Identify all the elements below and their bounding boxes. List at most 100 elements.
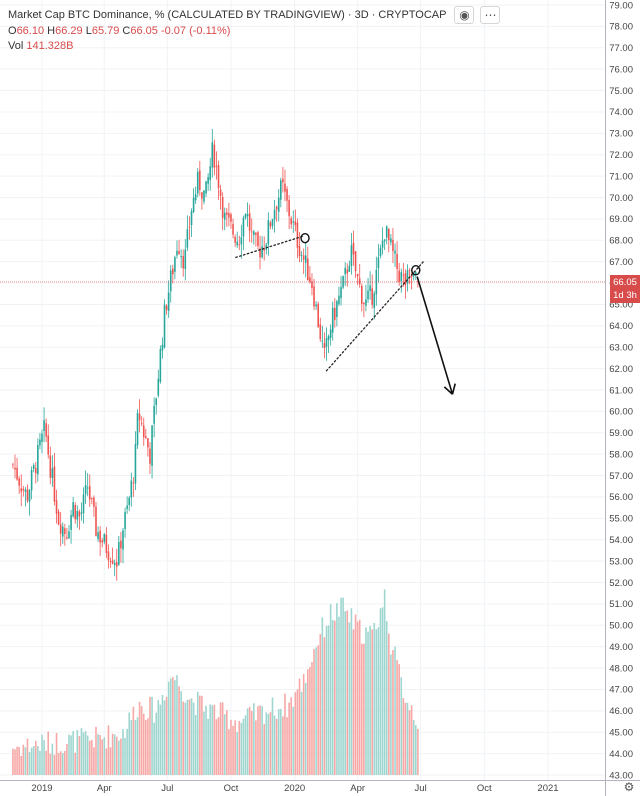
- volume-bar: [113, 734, 116, 775]
- volume-bar: [369, 626, 371, 775]
- volume-bar: [371, 629, 373, 775]
- volume-bar: [350, 608, 353, 775]
- candle-body: [105, 534, 108, 553]
- volume-bar: [140, 706, 143, 775]
- volume-bar: [153, 722, 155, 775]
- candle-body: [178, 251, 180, 254]
- candle-body: [323, 343, 326, 349]
- settings-gear-icon[interactable]: ⚙: [623, 780, 635, 794]
- candle-body: [103, 534, 106, 542]
- volume-bar: [180, 691, 182, 775]
- volume-bar: [26, 738, 29, 775]
- candle-body: [30, 469, 33, 491]
- volume-bar: [16, 746, 18, 775]
- volume-bar: [192, 702, 195, 775]
- volume-bar: [221, 702, 224, 775]
- candle-body: [147, 438, 149, 448]
- volume-bar: [126, 728, 128, 775]
- volume-bar: [215, 719, 218, 775]
- volume-bar: [51, 743, 54, 775]
- candle-body: [286, 188, 288, 201]
- volume-bar: [64, 750, 66, 775]
- volume-bar: [275, 718, 278, 775]
- candle-body: [253, 231, 255, 236]
- candle-body: [209, 166, 212, 181]
- volume-bar: [111, 733, 114, 775]
- candle-body: [149, 448, 151, 464]
- candle-body: [319, 324, 322, 340]
- volume-bar: [257, 706, 259, 775]
- volume-bar: [32, 746, 35, 775]
- candle-body: [118, 542, 120, 565]
- more-options-icon[interactable]: ⋯: [480, 6, 501, 24]
- visibility-eye-icon[interactable]: ◉: [454, 6, 475, 24]
- y-tick-label: 44.00: [609, 749, 633, 760]
- candle-body: [230, 214, 232, 222]
- candle-body: [259, 248, 261, 258]
- candle-body: [172, 268, 174, 275]
- volume-bar: [172, 677, 174, 775]
- candle-body: [66, 537, 68, 539]
- candle-body: [354, 251, 357, 272]
- volume-bar: [327, 625, 330, 775]
- candle-body: [342, 276, 344, 288]
- candle-body: [53, 466, 56, 502]
- candle-body: [134, 444, 137, 484]
- volume-bar: [360, 643, 363, 775]
- volume-value: 141.328B: [26, 40, 74, 52]
- candle-body: [344, 267, 346, 275]
- y-tick-label: 45.00: [609, 728, 633, 739]
- candle-body: [348, 265, 351, 272]
- y-tick-label: 75.00: [609, 86, 633, 97]
- volume-bar: [155, 712, 158, 775]
- volume-bar: [242, 718, 245, 775]
- candle-body: [402, 274, 405, 276]
- candle-body: [269, 222, 272, 227]
- y-tick-label: 77.00: [609, 43, 633, 54]
- candle-body: [169, 270, 172, 292]
- volume-bar: [22, 744, 25, 775]
- volume-bar: [182, 701, 185, 775]
- candle-body: [109, 560, 112, 562]
- volume-bar: [410, 705, 413, 775]
- legend: Market Cap BTC Dominance, % (CALCULATED …: [8, 6, 501, 54]
- volume-bar: [309, 667, 311, 775]
- volume-bar: [20, 756, 23, 775]
- x-tick-label: 2020: [284, 783, 305, 794]
- volume-bar: [412, 719, 415, 775]
- volume-bar: [88, 740, 91, 775]
- arrow-head: [451, 383, 456, 395]
- marker-circle: [411, 265, 421, 276]
- candle-body: [236, 241, 239, 246]
- candle-body: [180, 256, 182, 258]
- volume-bar: [157, 700, 160, 775]
- candle-body: [404, 273, 407, 286]
- y-tick-label: 76.00: [609, 64, 633, 75]
- volume-bar: [400, 677, 403, 775]
- volume-bar: [302, 673, 305, 775]
- candle-body: [261, 246, 263, 258]
- candle-body: [182, 256, 185, 269]
- volume-bar: [43, 740, 45, 775]
- volume-bar: [184, 702, 187, 775]
- candle-body: [248, 213, 251, 231]
- candle-body: [82, 494, 85, 514]
- volume-bar: [28, 752, 31, 775]
- y-tick-label: 67.00: [609, 257, 633, 268]
- candle-body: [70, 514, 72, 530]
- candle-body: [174, 257, 176, 272]
- volume-bar: [381, 607, 384, 775]
- candle-body: [304, 255, 307, 263]
- volume-bar: [205, 705, 207, 775]
- volume-bar: [329, 604, 332, 775]
- candle-body: [315, 304, 317, 307]
- open-value: 66.10: [16, 25, 45, 37]
- volume-bar: [288, 702, 290, 775]
- volume-bar: [267, 713, 270, 775]
- volume-bar: [57, 752, 60, 775]
- volume-bar: [93, 747, 95, 775]
- candle-body: [163, 304, 166, 348]
- volume-bar: [250, 711, 253, 775]
- volume-bar: [120, 738, 122, 775]
